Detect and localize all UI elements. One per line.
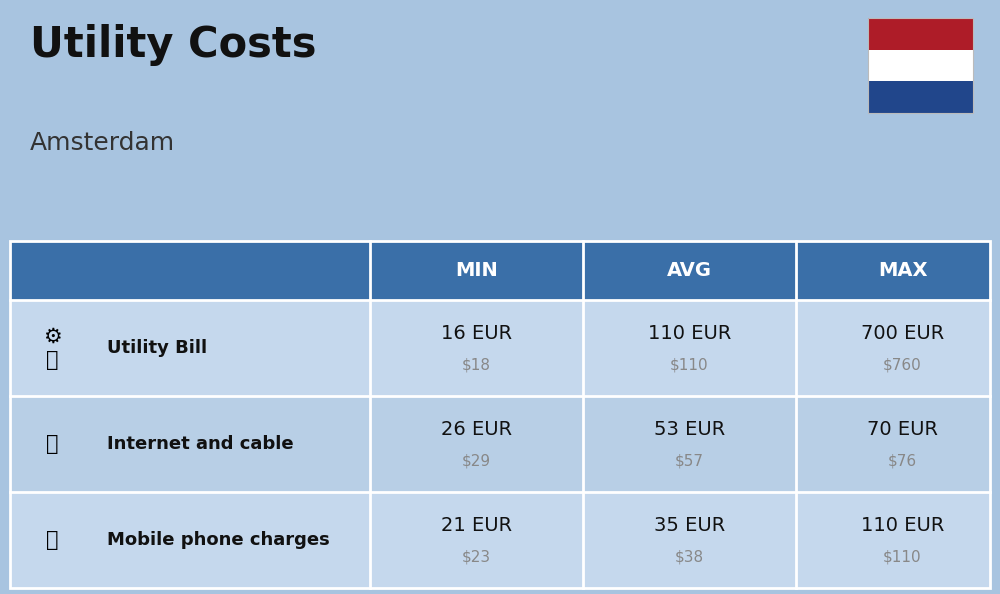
Text: MIN: MIN bbox=[455, 261, 498, 280]
Bar bbox=[10, 396, 990, 492]
Text: 110 EUR: 110 EUR bbox=[861, 516, 944, 535]
Text: 📶: 📶 bbox=[46, 434, 59, 454]
Bar bbox=[10, 492, 990, 588]
Text: $76: $76 bbox=[888, 453, 917, 468]
Bar bbox=[10, 241, 990, 588]
Text: Internet and cable: Internet and cable bbox=[107, 435, 294, 453]
Text: $110: $110 bbox=[883, 549, 922, 564]
Text: $57: $57 bbox=[675, 453, 704, 468]
Text: Amsterdam: Amsterdam bbox=[30, 131, 175, 154]
Text: AVG: AVG bbox=[667, 261, 712, 280]
Bar bbox=[868, 18, 973, 49]
Text: $110: $110 bbox=[670, 357, 709, 372]
Text: 26 EUR: 26 EUR bbox=[441, 420, 512, 438]
Text: $29: $29 bbox=[462, 453, 491, 468]
Bar bbox=[868, 49, 973, 81]
Bar bbox=[10, 300, 990, 396]
Text: 35 EUR: 35 EUR bbox=[654, 516, 725, 535]
Text: Utility Costs: Utility Costs bbox=[30, 24, 316, 66]
Text: 📱: 📱 bbox=[46, 530, 59, 550]
Text: 21 EUR: 21 EUR bbox=[441, 516, 512, 535]
Bar bbox=[10, 241, 990, 300]
Text: MAX: MAX bbox=[878, 261, 927, 280]
Text: 110 EUR: 110 EUR bbox=[648, 324, 731, 343]
Text: 16 EUR: 16 EUR bbox=[441, 324, 512, 343]
Text: ⚙
🔋: ⚙ 🔋 bbox=[43, 326, 62, 369]
Text: $23: $23 bbox=[462, 549, 491, 564]
Text: 700 EUR: 700 EUR bbox=[861, 324, 944, 343]
Text: $18: $18 bbox=[462, 357, 491, 372]
Text: $38: $38 bbox=[675, 549, 704, 564]
Text: 53 EUR: 53 EUR bbox=[654, 420, 725, 438]
Text: 70 EUR: 70 EUR bbox=[867, 420, 938, 438]
Bar bbox=[868, 18, 973, 113]
Text: Utility Bill: Utility Bill bbox=[107, 339, 207, 357]
Text: Mobile phone charges: Mobile phone charges bbox=[107, 531, 330, 549]
Text: $760: $760 bbox=[883, 357, 922, 372]
Bar bbox=[868, 81, 973, 113]
